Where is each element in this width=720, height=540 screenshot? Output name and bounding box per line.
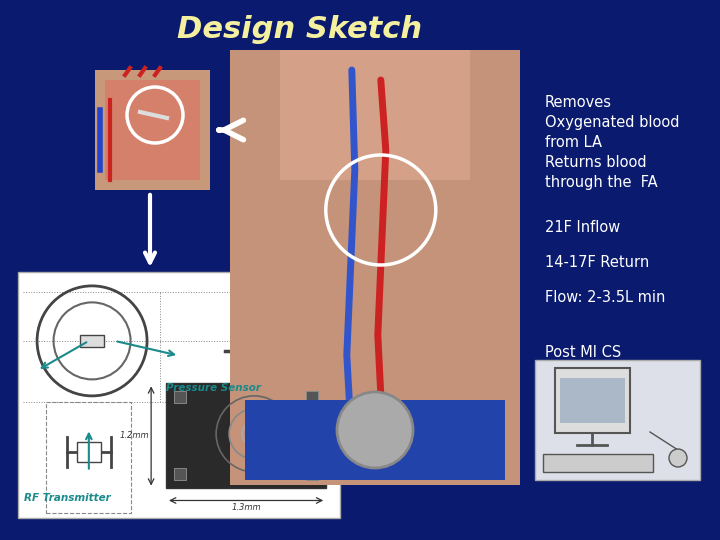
Text: Returns blood
through the  FA: Returns blood through the FA xyxy=(545,155,657,190)
Bar xyxy=(174,392,186,403)
Text: Design Sketch: Design Sketch xyxy=(177,16,423,44)
Bar xyxy=(560,378,625,423)
Text: 1.2mm: 1.2mm xyxy=(120,431,149,441)
Bar xyxy=(18,272,340,518)
Text: 14-17F Return: 14-17F Return xyxy=(545,255,649,270)
Circle shape xyxy=(669,449,687,467)
Bar xyxy=(174,469,186,481)
Bar xyxy=(555,368,630,433)
Bar xyxy=(543,454,653,472)
Text: Removes
Oxygenated blood
from LA: Removes Oxygenated blood from LA xyxy=(545,95,680,150)
Bar xyxy=(230,50,520,485)
Bar xyxy=(306,469,318,481)
Bar xyxy=(77,442,101,462)
Bar xyxy=(280,50,470,180)
Bar xyxy=(245,400,505,480)
Text: Pressure Sensor: Pressure Sensor xyxy=(166,383,261,393)
Text: 1.3mm: 1.3mm xyxy=(231,503,261,512)
Bar xyxy=(80,335,104,347)
Bar xyxy=(95,70,210,190)
Bar xyxy=(166,383,326,489)
Text: 21F Inflow: 21F Inflow xyxy=(545,220,620,235)
Bar xyxy=(46,402,131,513)
Bar xyxy=(535,360,700,480)
Bar xyxy=(306,392,318,403)
Bar xyxy=(105,80,200,180)
Circle shape xyxy=(337,392,413,468)
Text: Post MI CS
survival = 43.8%: Post MI CS survival = 43.8% xyxy=(545,345,670,380)
Text: Flow: 2-3.5L min: Flow: 2-3.5L min xyxy=(545,290,665,305)
Text: RF Transmitter: RF Transmitter xyxy=(24,493,111,503)
